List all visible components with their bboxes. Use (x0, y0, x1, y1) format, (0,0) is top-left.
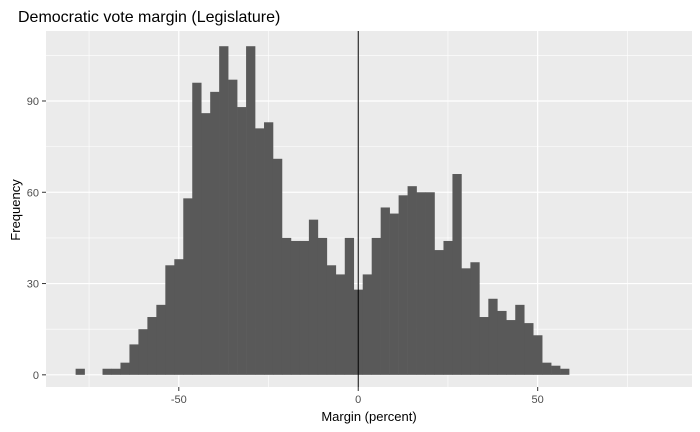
histogram-bar (317, 237, 328, 375)
histogram-bar (272, 158, 283, 375)
histogram-bar (425, 192, 435, 375)
histogram-bar (299, 240, 310, 375)
x-tick-label: -50 (171, 394, 187, 406)
histogram-bar (380, 207, 390, 375)
histogram-bar (255, 128, 265, 375)
y-tick-label: 90 (27, 96, 39, 108)
histogram-bar (290, 240, 301, 375)
histogram-bar (362, 274, 372, 375)
y-axis: 0 30 60 90 (27, 96, 46, 382)
x-tick-label: 0 (355, 394, 361, 406)
histogram-bar (542, 362, 552, 375)
histogram-bar (461, 268, 471, 375)
x-tick-label: 50 (532, 394, 544, 406)
histogram-bar (479, 317, 489, 375)
histogram-bar (389, 213, 399, 375)
histogram-bar (246, 46, 256, 375)
histogram-bar (326, 265, 337, 375)
x-axis: -50 0 50 (171, 387, 544, 406)
histogram-bar (506, 320, 516, 375)
histogram-bar (407, 186, 417, 375)
x-axis-title: Margin (percent) (321, 409, 416, 424)
histogram-bar (524, 323, 534, 375)
histogram-bar (264, 122, 274, 375)
histogram-bar (210, 91, 220, 375)
histogram-bar (398, 195, 408, 375)
y-tick-label: 30 (27, 279, 39, 291)
y-axis-title: Frequency (8, 179, 23, 241)
histogram-bar (344, 237, 355, 375)
histogram-bar (102, 368, 112, 375)
histogram-bar (434, 250, 444, 375)
histogram-bar (470, 262, 480, 375)
y-tick-label: 60 (27, 187, 39, 199)
histogram-bar (156, 304, 166, 375)
histogram-bar (111, 368, 121, 375)
histogram-bar (533, 335, 543, 375)
histogram-bar (201, 113, 211, 375)
histogram-bar (335, 274, 346, 375)
histogram-bar (452, 174, 462, 375)
histogram-bar (551, 365, 561, 375)
histogram-bar (75, 368, 85, 375)
histogram-bar (416, 192, 426, 375)
histogram-bar (281, 237, 292, 375)
histogram-bars (75, 46, 570, 375)
histogram-bar (183, 198, 193, 375)
histogram-bar (147, 317, 157, 375)
histogram-bar (165, 265, 175, 375)
histogram-bar (308, 219, 319, 375)
histogram-bar (443, 240, 453, 375)
histogram-bar (237, 107, 247, 375)
histogram-bar (560, 368, 570, 375)
histogram-bar (192, 82, 202, 375)
histogram-bar (129, 344, 139, 375)
histogram-bar (138, 329, 148, 375)
histogram-bar (219, 46, 229, 375)
histogram-bar (497, 310, 507, 375)
histogram-bar (371, 237, 381, 375)
histogram-bar (515, 304, 525, 375)
histogram-bar (228, 79, 238, 375)
histogram-bar (174, 259, 184, 375)
chart-title: Democratic vote margin (Legislature) (18, 9, 280, 26)
histogram-bar (120, 362, 130, 375)
histogram-bar (488, 298, 498, 375)
y-tick-label: 0 (33, 370, 39, 382)
